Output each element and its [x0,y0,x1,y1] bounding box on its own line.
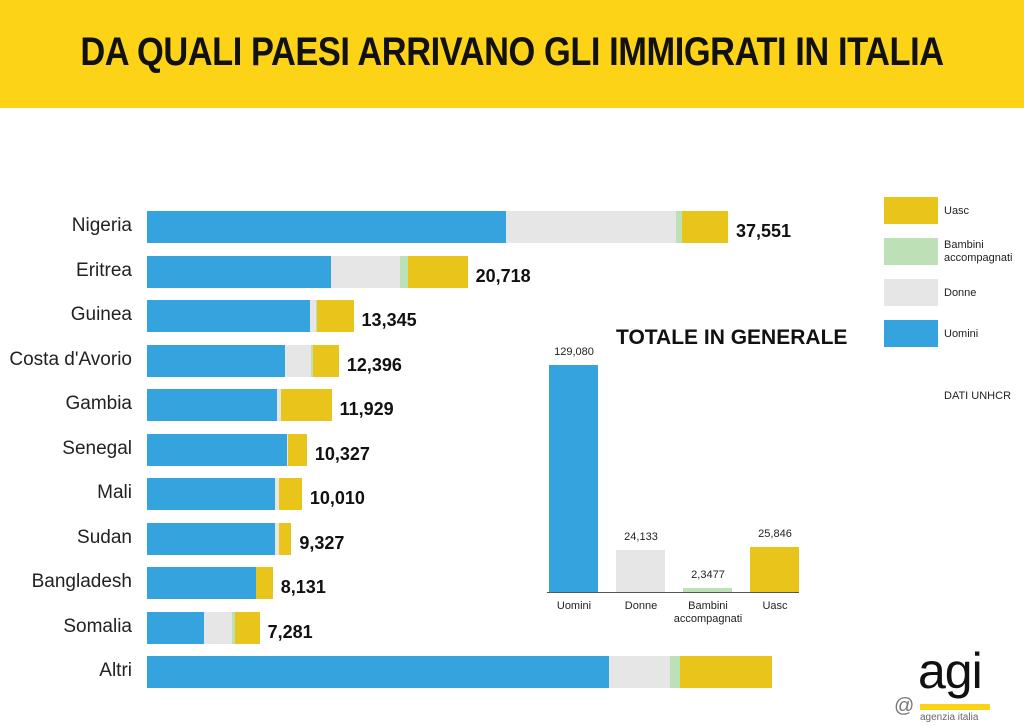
country-label: Altri [99,660,132,681]
bar-segment-uasc [234,611,260,644]
legend-swatch [884,238,938,265]
total-value-label: 12,396 [346,354,402,375]
bar-segment-bambini-accompagnati [311,344,313,377]
total-value-label: 25,846 [758,527,792,540]
legend-label: Bambini accompagnati [944,239,1013,264]
bar-segment-donne [203,611,232,644]
total-value-label: 10,010 [309,488,365,508]
total-value-label: 13,345 [361,310,417,330]
bar-segment-uomini [147,255,332,288]
bar-segment-bambini-accompagnati [316,300,318,332]
total-value-label: 2,3477 [691,568,725,581]
legend-swatch [884,320,938,347]
bar-segment-uomini [147,611,204,644]
bar-segment-bambini-accompagnati [231,611,235,644]
bar-segment-bambini-accompagnati [676,211,683,243]
header-banner: DA QUALI PAESI ARRIVANO GLI IMMIGRATI IN… [0,0,1024,108]
bar-segment-uasc [680,656,773,688]
source-note: DATI UNHCR [944,390,1012,402]
bar-segment-donne [285,344,311,377]
total-value-label: 129,080 [554,346,594,358]
bar-segment-uomini [147,656,609,688]
total-value-label: 20,718 [475,265,531,286]
category-label: Uomini [556,600,592,612]
total-value-label: 10,327 [314,443,370,464]
legend-label: Uasc [944,205,970,217]
country-label: Mali [97,482,132,503]
bar-segment-donne [505,211,677,243]
total-bar [549,365,598,592]
country-label: Bangladesh [31,571,132,592]
bar-segment-donne [310,300,317,332]
category-label: Bambini accompagnati [673,600,743,625]
page-title: DA QUALI PAESI ARRIVANO GLI IMMIGRATI IN… [80,30,944,74]
country-label: Senegal [62,437,132,459]
country-label: Sudan [77,526,132,548]
bar-segment-uasc [278,522,292,555]
total-value-label: 37,551 [735,221,792,241]
logo-text: agi [918,643,983,699]
total-bar [683,587,732,592]
bar-segment-bambini-accompagnati [400,255,409,288]
bar-segment-bambini-accompagnati [669,656,680,688]
total-value-label: 9,327 [299,532,345,553]
total-bar [616,549,665,592]
total-bar [750,546,799,592]
bar-segment-uasc [317,300,354,332]
legend-swatch [884,197,938,224]
bar-segment-uasc [313,344,339,377]
legend-label: Donne [944,287,977,299]
bar-segment-donne [274,478,279,510]
total-value-label: 24,133 [624,530,658,543]
bar-segment-uomini [147,433,288,466]
x-axis-line [547,592,799,593]
country-label: Eritrea [76,259,132,281]
category-label: Donne [624,600,658,612]
logo-underline [920,704,990,710]
bar-segment-donne [274,522,279,555]
legend-swatch [884,279,938,306]
country-label: Guinea [70,304,132,325]
totals-title: TOTALE IN GENERALE [616,326,848,349]
bar-segment-uasc [256,567,273,599]
total-value-label: 8,131 [280,577,326,597]
legend-label: Uomini [944,328,979,340]
bar-segment-uomini [147,389,277,421]
category-label: Uasc [762,600,788,612]
country-label: Costa d'Avorio [9,348,132,370]
country-label: Nigeria [71,215,132,236]
bar-segment-uomini [147,344,285,377]
bar-segment-uomini [147,522,275,555]
bar-segment-donne [609,656,670,688]
bar-segment-uasc [287,433,307,466]
bar-segment-uasc [408,255,468,288]
bar-segment-donne [287,433,288,466]
bar-segment-uasc [280,389,332,421]
at-icon: @ [894,695,915,717]
bar-segment-uomini [147,300,311,332]
bar-segment-uomini [147,211,506,243]
bar-segment-uasc [278,478,302,510]
total-value-label: 7,281 [267,621,313,642]
total-value-label: 11,929 [339,399,394,419]
bar-segment-uomini [147,567,257,599]
bar-segment-uomini [147,478,275,510]
bar-segment-uasc [682,211,728,243]
country-label: Gambia [65,393,132,414]
logo-subtitle: agenzia italia [920,712,979,723]
bar-segment-donne [331,255,401,288]
bar-segment-donne [276,389,281,421]
country-label: Somalia [63,615,132,637]
